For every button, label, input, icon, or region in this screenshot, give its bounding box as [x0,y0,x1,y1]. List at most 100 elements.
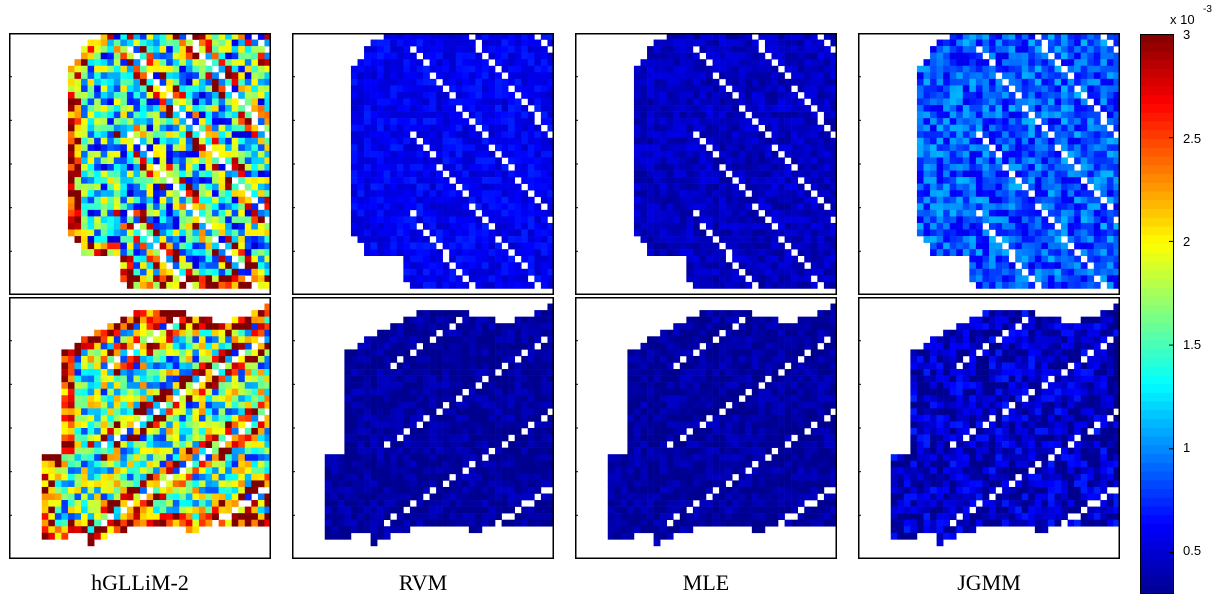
heatmap-cell [1100,190,1107,197]
heatmap-cell [1094,243,1101,250]
heatmap-cell [120,389,127,396]
heatmap-cell [423,40,430,47]
heatmap-cell [212,216,219,223]
heatmap-cell [1015,125,1022,132]
heatmap-cell [127,363,134,370]
heatmap-cell [232,112,239,119]
heatmap-cell [641,72,648,79]
heatmap-cell [251,72,258,79]
heatmap-cell [475,131,482,138]
heatmap-cell [1061,85,1068,92]
heatmap-cell [127,223,134,230]
heatmap-cell [528,92,535,99]
heatmap-cell [1055,92,1062,99]
heatmap-cell [1009,157,1016,164]
heatmap-cell [430,79,437,86]
heatmap-cell [502,223,509,230]
heatmap-cell [982,269,989,276]
heatmap-cell [430,118,437,125]
heatmap-cell [166,343,173,350]
heatmap-cell [186,223,193,230]
heatmap-cell [745,131,752,138]
heatmap-cell [75,363,82,370]
heatmap-cell [758,223,765,230]
heatmap-cell [482,105,489,112]
heatmap-cell [791,197,798,204]
heatmap-cell [403,249,410,256]
heatmap-cell [1094,138,1101,145]
heatmap-cell [982,236,989,243]
heatmap-cell [61,395,68,402]
heatmap-cell [120,336,127,343]
heatmap-cell [192,236,199,243]
heatmap-cell [133,40,140,47]
heatmap-cell [147,118,154,125]
heatmap-cell [699,164,706,171]
heatmap-cell [811,72,818,79]
heatmap-cell [462,99,469,106]
heatmap-cell [811,59,818,66]
heatmap-cell [1002,269,1009,276]
heatmap-cell [673,144,680,151]
heatmap-cell [410,223,417,230]
heatmap-cell [996,164,1003,171]
heatmap-cell [969,105,976,112]
heatmap-cell [120,402,127,409]
heatmap-cell [1002,230,1009,237]
heatmap-cell [641,92,648,99]
heatmap-cell [641,177,648,184]
heatmap-cell [778,177,785,184]
heatmap-cell [351,125,358,132]
heatmap-cell [475,53,482,60]
heatmap-cell [647,236,654,243]
heatmap-cell [120,171,127,178]
heatmap-cell [232,99,239,106]
heatmap-cell [186,428,193,435]
heatmap-cell [1055,151,1062,158]
heatmap-cell [963,72,970,79]
heatmap-cell [1094,210,1101,217]
heatmap-cell [982,262,989,269]
heatmap-cell [950,151,957,158]
heatmap-cell [462,85,469,92]
heatmap-cell [238,66,245,73]
heatmap-cell [199,275,206,282]
heatmap-cell [924,105,931,112]
heatmap-cell [1107,112,1114,119]
heatmap-cell [647,92,654,99]
heatmap-cell [120,243,127,250]
heatmap-cell [88,415,95,422]
heatmap-cell [752,92,759,99]
heatmap-cell [351,190,358,197]
heatmap-cell [1015,275,1022,282]
heatmap-cell [179,171,186,178]
heatmap-cell [258,66,265,73]
heatmap-cell [937,210,944,217]
heatmap-cell [1035,46,1042,53]
heatmap-cell [765,118,772,125]
heatmap-cell [950,184,957,191]
heatmap-cell [127,184,134,191]
heatmap-cell [515,53,522,60]
heatmap-cell [186,356,193,363]
heatmap-cell [469,230,476,237]
heatmap-cell [791,40,798,47]
heatmap-cell [1028,249,1035,256]
heatmap-cell [179,336,186,343]
heatmap-cell [173,118,180,125]
heatmap-cell [976,262,983,269]
heatmap-cell [475,79,482,86]
heatmap-cell [634,197,641,204]
heatmap-cell [462,66,469,73]
heatmap-cell [1061,112,1068,119]
heatmap-cell [358,151,365,158]
heatmap-cell [397,203,404,210]
heatmap-cell [798,112,805,119]
heatmap-cell [791,144,798,151]
heatmap-cell [147,249,154,256]
heatmap-cell [436,171,443,178]
heatmap-cell [61,369,68,376]
heatmap-cell [634,112,641,119]
heatmap-cell [133,428,140,435]
heatmap-cell [660,144,667,151]
